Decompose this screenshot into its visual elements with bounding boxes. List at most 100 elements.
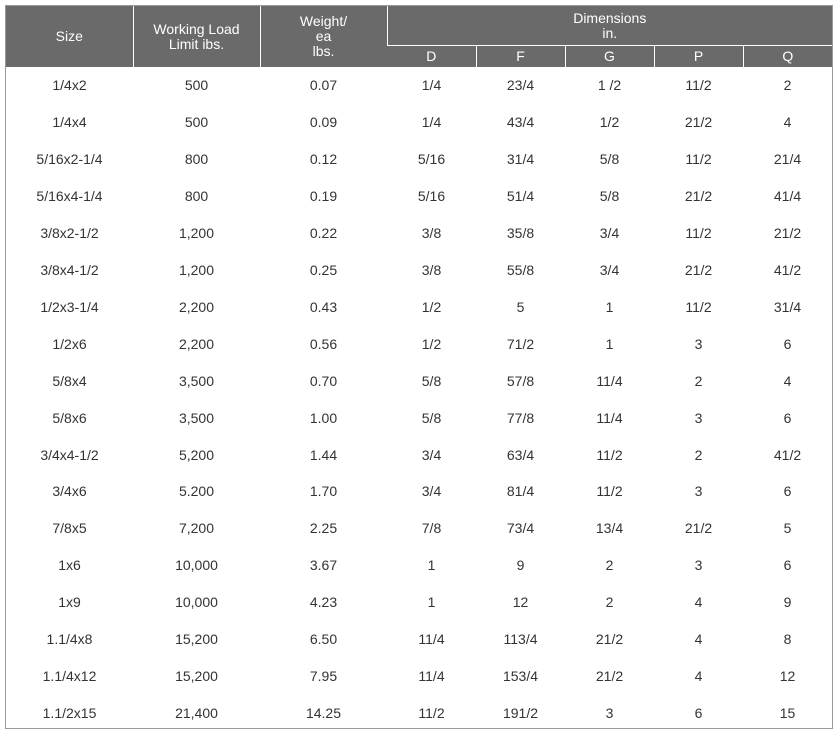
table-cell: 6 xyxy=(783,483,792,500)
table-cell: 5/16 xyxy=(417,151,446,168)
table-cell: 71/2 xyxy=(506,335,535,352)
table-cell: 0.43 xyxy=(309,298,338,315)
table-cell: 800 xyxy=(184,188,209,205)
table-cell: 21/2 xyxy=(773,225,802,242)
table-cell: 1,200 xyxy=(178,261,215,278)
table-cell: 3/4x4-1/2 xyxy=(40,446,99,463)
table-cell: 1 xyxy=(605,335,614,352)
table-cell: 5 xyxy=(516,298,525,315)
table-cell: 1/2 xyxy=(599,114,620,131)
table-cell: 55/8 xyxy=(506,261,535,278)
table-cell: 2 xyxy=(783,77,792,94)
table-row: 5/8x6 3,500 1.00 5/8 77/8 11/4 3 6 xyxy=(6,399,832,436)
table-cell: 3 xyxy=(694,557,703,574)
table-cell: 3/4 xyxy=(599,261,620,278)
table-cell: 11/2 xyxy=(685,298,712,315)
table-header: Size Working Load Limit ibs. Weight/ ea … xyxy=(6,6,833,67)
table-cell: 11/2 xyxy=(596,483,623,500)
table-cell: 15,200 xyxy=(175,631,218,648)
table-cell: 3,500 xyxy=(178,372,215,389)
table-cell: 3/4 xyxy=(599,225,620,242)
table-cell: 41/4 xyxy=(773,188,802,205)
table-cell: 3,500 xyxy=(178,409,215,426)
table-row: 5/8x4 3,500 0.70 5/8 57/8 11/4 2 4 xyxy=(6,362,832,399)
table-cell: 6 xyxy=(783,409,792,426)
table-cell: 3/4 xyxy=(421,483,442,500)
table-cell: 11/4 xyxy=(418,631,445,648)
table-row: 1.1/4x8 15,200 6.50 11/4 113/4 21/2 4 8 xyxy=(6,621,832,658)
table-cell: 3/8x4-1/2 xyxy=(40,261,99,278)
table-row: 3/8x4-1/2 1,200 0.25 3/8 55/8 3/4 21/2 41/2 xyxy=(6,252,832,289)
table-cell: 9 xyxy=(516,557,525,574)
table-cell: 1/2 xyxy=(421,335,442,352)
table-cell: 4.23 xyxy=(309,594,338,611)
table-cell: 800 xyxy=(184,151,209,168)
table-cell: 5/8x6 xyxy=(52,409,87,426)
table-cell: 21/4 xyxy=(773,151,802,168)
header-dim-g: G xyxy=(564,45,654,67)
table-cell: 0.09 xyxy=(309,114,338,131)
table-cell: 3 xyxy=(605,704,614,721)
table-cell: 2.25 xyxy=(309,520,338,537)
header-dim-p: P xyxy=(653,45,743,67)
table-row: 1/2x3-1/4 2,200 0.43 1/2 5 1 11/2 31/4 xyxy=(6,288,832,325)
table-row: 5/16x2-1/4 800 0.12 5/16 31/4 5/8 11/2 21/4 xyxy=(6,141,832,178)
table-cell: 77/8 xyxy=(506,409,535,426)
table-cell: 7/8 xyxy=(421,520,442,537)
table-cell: 3/4x6 xyxy=(52,483,87,500)
table-cell: 21/2 xyxy=(684,261,713,278)
header-size: Size xyxy=(6,6,133,67)
table-row: 3/4x4-1/2 5,200 1.44 3/4 63/4 11/2 2 41/2 xyxy=(6,436,832,473)
table-cell: 3/8 xyxy=(421,261,442,278)
table-cell: 1 xyxy=(605,298,614,315)
table-cell: 3/8 xyxy=(421,225,442,242)
table-cell: 1/4 xyxy=(421,77,442,94)
table-cell: 51/4 xyxy=(506,188,535,205)
table-cell: 5/8 xyxy=(421,372,442,389)
table-cell: 1/4 xyxy=(421,114,442,131)
table-cell: 2,200 xyxy=(178,298,215,315)
table-cell: 14.25 xyxy=(305,704,342,721)
table-cell: 5/16 xyxy=(417,188,446,205)
table-cell: 6 xyxy=(783,557,792,574)
table-row: 3/4x6 5.200 1.70 3/4 81/4 11/2 3 6 xyxy=(6,473,832,510)
header-dimensions: Dimensions in. xyxy=(386,6,833,46)
header-dim-q: Q xyxy=(742,45,833,67)
table-cell: 81/4 xyxy=(506,483,535,500)
table-cell: 4 xyxy=(694,667,703,684)
table-row: 1/2x6 2,200 0.56 1/2 71/2 1 3 6 xyxy=(6,325,832,362)
table-cell: 1.70 xyxy=(309,483,338,500)
table-cell: 11/4 xyxy=(596,372,623,389)
table-cell: 2 xyxy=(605,594,614,611)
table-cell: 2 xyxy=(694,372,703,389)
table-cell: 31/4 xyxy=(506,151,535,168)
table-cell: 0.07 xyxy=(309,77,338,94)
table-cell: 4 xyxy=(783,114,792,131)
table-cell: 0.19 xyxy=(309,188,338,205)
table-cell: 1/2 xyxy=(421,298,442,315)
table-cell: 73/4 xyxy=(506,520,535,537)
table-cell: 11/2 xyxy=(685,151,712,168)
table-cell: 5/8 xyxy=(421,409,442,426)
header-dim-f: F xyxy=(475,45,565,67)
table-cell: 7.95 xyxy=(309,667,338,684)
table-cell: 3.67 xyxy=(309,557,338,574)
table-cell: 3/4 xyxy=(421,446,442,463)
table-row: 1/4x4 500 0.09 1/4 43/4 1/2 21/2 4 xyxy=(6,104,832,141)
table-cell: 5,200 xyxy=(178,446,215,463)
table-cell: 15,200 xyxy=(175,667,218,684)
table-cell: 11/2 xyxy=(685,77,712,94)
table-cell: 13/4 xyxy=(595,520,624,537)
table-cell: 1/4x4 xyxy=(52,114,87,131)
table-cell: 21/2 xyxy=(684,188,713,205)
spec-table: Size Working Load Limit ibs. Weight/ ea … xyxy=(6,6,833,731)
table-cell: 153/4 xyxy=(502,667,539,684)
header-weight: Weight/ ea lbs. xyxy=(259,6,387,67)
table-cell: 9 xyxy=(783,594,792,611)
table-cell: 0.25 xyxy=(309,261,338,278)
table-cell: 21/2 xyxy=(595,667,624,684)
table-cell: 5/8x4 xyxy=(52,372,87,389)
table-cell: 63/4 xyxy=(506,446,535,463)
table-cell: 11/4 xyxy=(418,667,445,684)
table-row: 1x9 10,000 4.23 1 12 2 4 9 xyxy=(6,584,832,621)
